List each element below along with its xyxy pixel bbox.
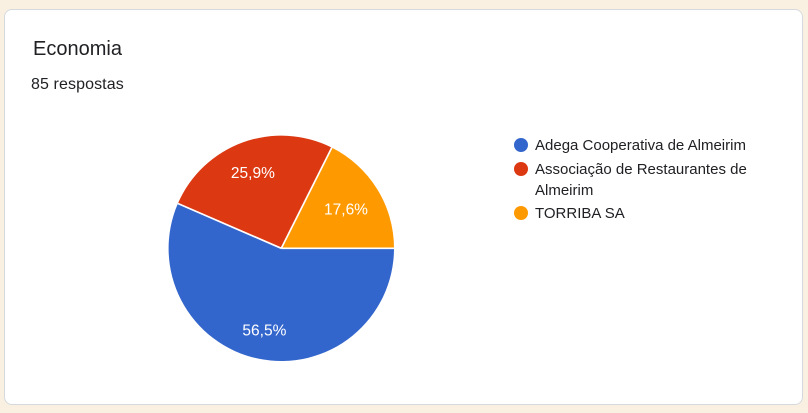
svg-text:56,5%: 56,5% bbox=[242, 323, 286, 340]
svg-text:17,6%: 17,6% bbox=[324, 202, 368, 219]
svg-text:25,9%: 25,9% bbox=[231, 165, 275, 182]
